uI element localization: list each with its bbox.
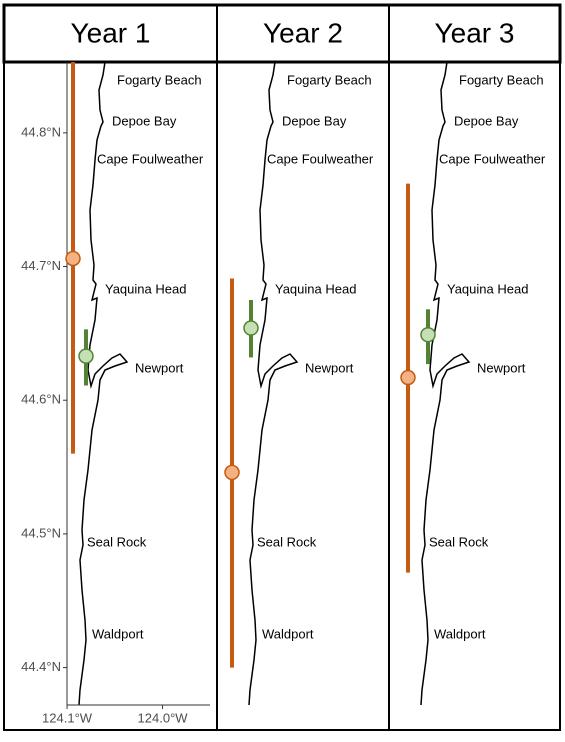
place-label: Yaquina Head [447, 281, 528, 296]
place-label: Fogarty Beach [287, 72, 372, 87]
panel-title: Year 1 [71, 17, 151, 48]
header-box [2, 3, 562, 64]
place-label: Cape Foulweather [267, 151, 374, 166]
place-label: Yaquina Head [105, 281, 186, 296]
place-label: Seal Rock [429, 534, 489, 549]
panel-title: Year 3 [435, 17, 515, 48]
place-label: Seal Rock [87, 534, 147, 549]
place-label: Waldport [92, 626, 144, 641]
place-label: Newport [305, 360, 354, 375]
estimate-point [243, 320, 259, 336]
panel-title: Year 2 [263, 17, 343, 48]
estimate-point [420, 326, 436, 343]
estimate-point [78, 348, 94, 364]
estimate-point [65, 250, 81, 267]
place-label: Depoe Bay [112, 113, 177, 128]
y-tick-label: 44.4°N [21, 659, 61, 674]
place-label: Waldport [262, 626, 314, 641]
place-label: Depoe Bay [282, 113, 347, 128]
place-label: Cape Foulweather [439, 151, 546, 166]
place-label: Seal Rock [257, 534, 317, 549]
place-label: Fogarty Beach [459, 72, 544, 87]
estimate-point [400, 369, 416, 386]
place-label: Newport [477, 360, 526, 375]
place-label: Newport [135, 360, 184, 375]
y-tick-label: 44.5°N [21, 525, 61, 540]
y-tick-label: 44.6°N [21, 392, 61, 407]
estimate-point [224, 464, 240, 481]
y-tick-label: 44.7°N [21, 258, 61, 273]
y-tick-label: 44.8°N [21, 124, 61, 139]
place-label: Waldport [434, 626, 486, 641]
x-tick-label: 124.1°W [42, 710, 93, 725]
place-label: Depoe Bay [454, 113, 519, 128]
place-label: Fogarty Beach [117, 72, 202, 87]
place-label: Cape Foulweather [97, 151, 204, 166]
x-tick-label: 124.0°W [138, 710, 189, 725]
place-label: Yaquina Head [275, 281, 356, 296]
